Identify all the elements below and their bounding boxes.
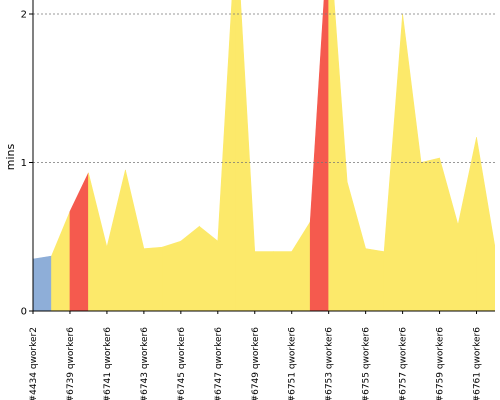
x-tick-label: #6741 qworker6 bbox=[103, 327, 113, 400]
area-segment-pass bbox=[328, 0, 348, 311]
area-segment-pass bbox=[88, 172, 108, 311]
x-tick-label: #4434 qworker2 bbox=[29, 327, 39, 400]
x-tick-label: #6761 qworker6 bbox=[473, 327, 483, 400]
area-segment-pass bbox=[346, 181, 366, 311]
x-tick-label: #6739 qworker6 bbox=[66, 327, 76, 400]
area-segment-other bbox=[33, 255, 52, 311]
gridlines bbox=[33, 13, 495, 163]
area-segment-pass bbox=[365, 248, 385, 311]
area-segment-pass bbox=[199, 225, 219, 311]
area-segment-pass bbox=[125, 169, 145, 311]
x-tick-label: #6755 qworker6 bbox=[362, 327, 372, 400]
area-segment-pass bbox=[162, 240, 182, 311]
area-segment-pass bbox=[235, 0, 256, 311]
x-tick-label: #6751 qworker6 bbox=[288, 327, 298, 400]
y-tick-label: 0 bbox=[21, 307, 27, 318]
area-segment-pass bbox=[439, 157, 459, 311]
x-tick-label: #6759 qworker6 bbox=[436, 327, 446, 400]
area-segment-pass bbox=[51, 211, 71, 311]
x-tick-label: #6743 qworker6 bbox=[140, 327, 150, 400]
area-segment-pass bbox=[272, 251, 293, 311]
area-segment-pass bbox=[143, 246, 163, 311]
y-axis-label: mins bbox=[4, 143, 17, 170]
x-tick-labels: #4434 qworker2 #6739 qworker6 #6741 qworke… bbox=[29, 311, 483, 400]
x-tick-label: #6745 qworker6 bbox=[177, 327, 187, 400]
axes bbox=[32, 0, 495, 312]
area-segment-fail bbox=[309, 0, 329, 311]
area-segment-pass bbox=[180, 225, 200, 311]
y-tick-label: 2 bbox=[21, 10, 27, 21]
area-segment-pass bbox=[217, 0, 237, 311]
area-segment-pass bbox=[476, 137, 495, 311]
area-segment-pass bbox=[420, 157, 440, 311]
y-tick-label: 1 bbox=[21, 158, 27, 169]
area-segments bbox=[33, 0, 495, 311]
area-segment-pass bbox=[457, 137, 477, 311]
area-segment-pass bbox=[106, 169, 126, 311]
x-tick-label: #6757 qworker6 bbox=[399, 327, 409, 400]
x-tick-label: #6753 qworker6 bbox=[325, 327, 335, 400]
x-tick-label: #6749 qworker6 bbox=[251, 327, 261, 400]
area-segment-pass bbox=[254, 251, 274, 311]
y-tick-labels: 0 1 2 bbox=[21, 10, 33, 318]
area-segment-fail bbox=[69, 172, 89, 311]
x-tick-label: #6747 qworker6 bbox=[214, 327, 224, 400]
area-segment-pass bbox=[291, 220, 311, 311]
